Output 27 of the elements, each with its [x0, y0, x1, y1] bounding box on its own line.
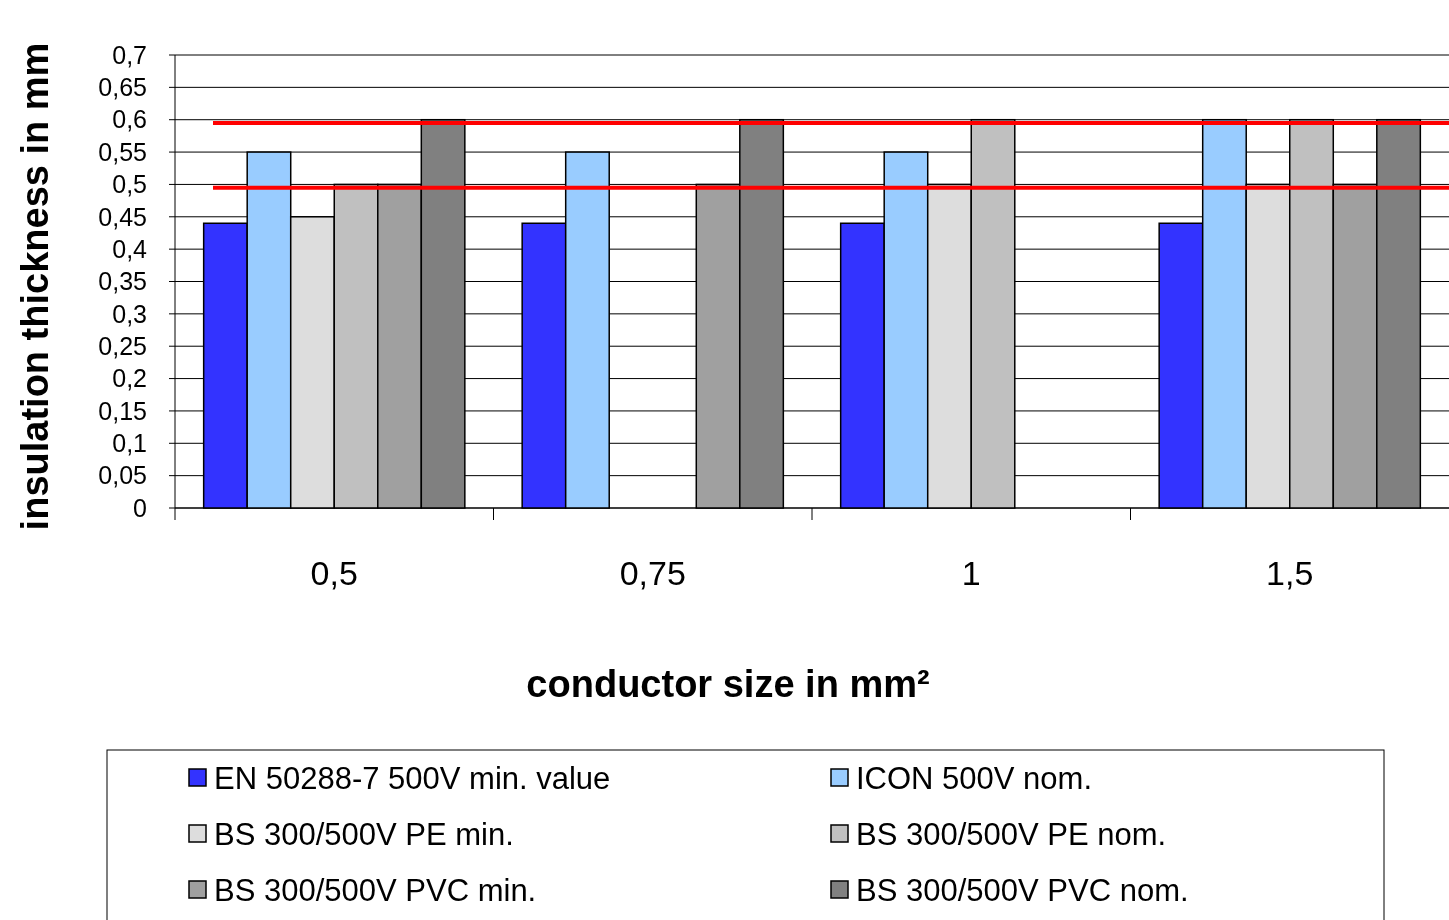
y-tick-label: 0,55	[98, 137, 147, 166]
x-tick-label: 1,5	[1266, 554, 1314, 592]
legend-label: BS 300/500V PE nom.	[856, 816, 1167, 852]
y-tick-label: 0,5	[112, 170, 147, 199]
legend-label: EN 50288-7 500V min. value	[214, 760, 611, 796]
legend-label: BS 300/500V PVC min.	[214, 872, 537, 908]
x-axis-title: conductor size in mm²	[526, 663, 930, 705]
x-tick-label: 0,5	[310, 554, 358, 592]
y-tick-label: 0,15	[98, 396, 147, 425]
y-tick-label: 0,6	[112, 105, 147, 134]
y-tick-label: 0	[133, 493, 147, 522]
y-tick-label: 0,45	[98, 202, 147, 231]
legend-label: BS 300/500V PVC nom.	[856, 872, 1189, 908]
legend-label: ICON 500V nom.	[856, 760, 1093, 796]
legend-label: BS 300/500V PE min.	[214, 816, 514, 852]
x-tick-label: 1	[961, 554, 981, 592]
x-tick-label: 0,75	[619, 554, 686, 592]
y-tick-label: 0,3	[112, 299, 147, 328]
y-tick-label: 0,1	[112, 429, 147, 458]
y-tick-label: 0,4	[112, 234, 148, 263]
y-tick-label: 0,7	[112, 40, 147, 69]
y-axis-title: insulation thickness in mm	[14, 42, 56, 531]
y-tick-label: 0,05	[98, 461, 147, 490]
y-tick-label: 0,25	[98, 331, 147, 360]
y-tick-label: 0,65	[98, 73, 147, 102]
y-tick-label: 0,2	[112, 364, 147, 393]
y-tick-label: 0,35	[98, 267, 147, 296]
